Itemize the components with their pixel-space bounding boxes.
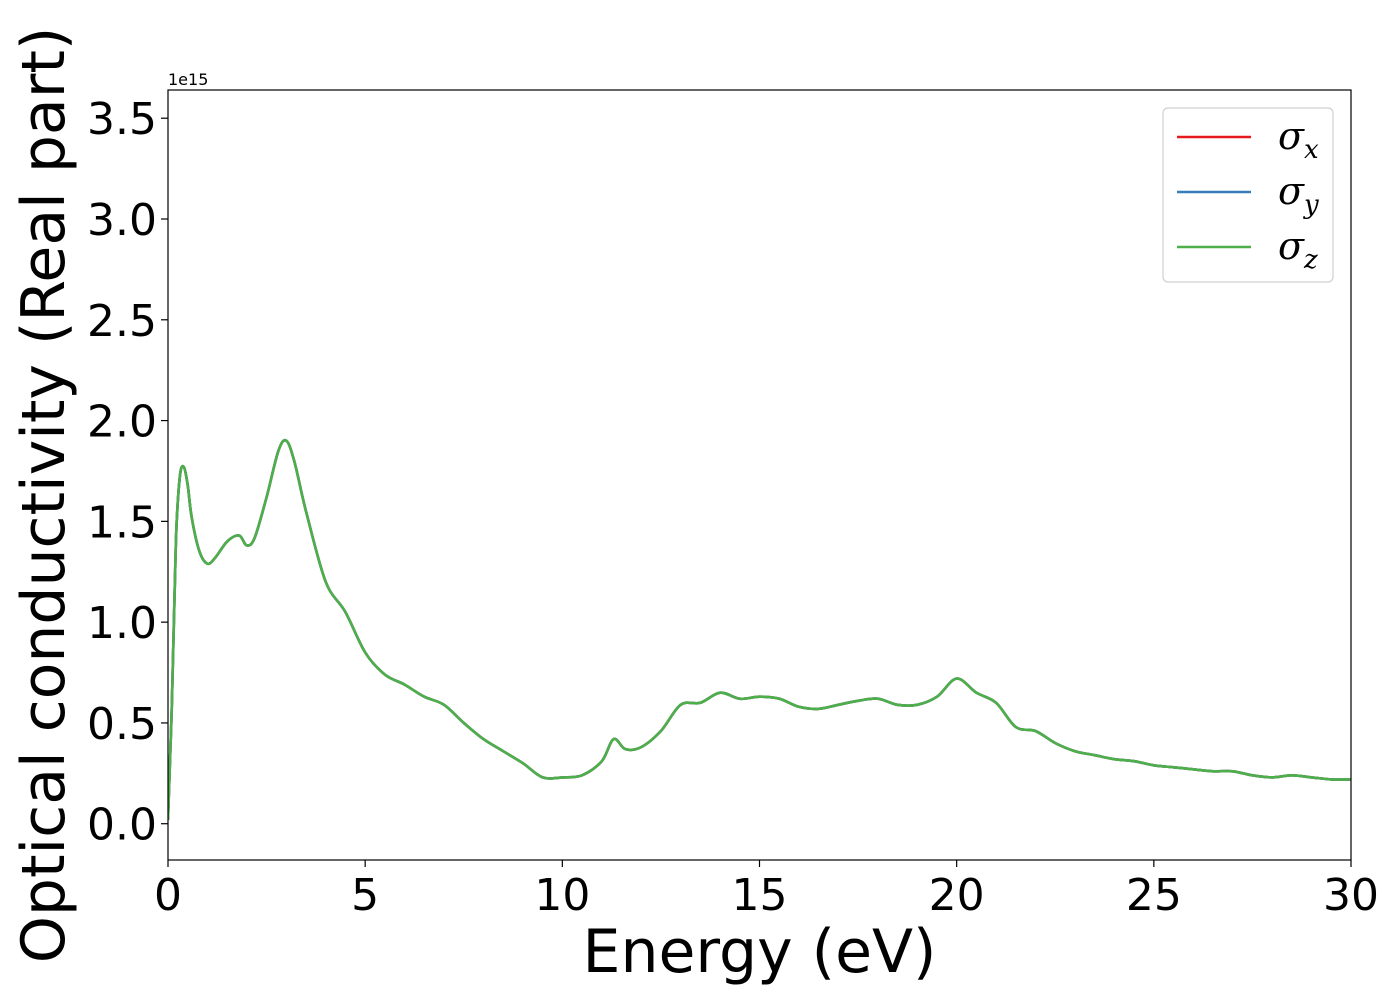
y-axis-label: Optical conductivity (Real part) — [9, 27, 79, 964]
y-tick-label: 1.0 — [87, 598, 157, 649]
y-offset-label: 1e15 — [168, 70, 208, 89]
legend-label-x: σx — [1278, 114, 1319, 165]
y-tick-label: 1.5 — [87, 497, 157, 548]
x-tick-label: 25 — [1126, 870, 1182, 921]
x-axis-label: Energy (eV) — [583, 917, 937, 987]
y-tick-label: 0.0 — [87, 800, 157, 851]
x-axis: 0 5 10 15 20 25 30 — [154, 860, 1379, 921]
x-tick-label: 0 — [154, 870, 182, 921]
x-tick-label: 30 — [1323, 870, 1379, 921]
x-tick-label: 15 — [732, 870, 788, 921]
y-axis: 0.0 0.5 1.0 1.5 2.0 2.5 3.0 3.5 — [87, 94, 168, 851]
series-layer — [168, 438, 1351, 820]
y-tick-label: 0.5 — [87, 699, 157, 750]
y-tick-label: 3.0 — [87, 195, 157, 246]
series-line-y — [168, 438, 1351, 820]
y-tick-label: 3.5 — [87, 94, 157, 145]
series-line-x — [168, 438, 1351, 820]
x-tick-label: 20 — [929, 870, 985, 921]
x-tick-label: 10 — [534, 870, 590, 921]
legend-label-z: σz — [1278, 224, 1318, 275]
series-line-z — [168, 438, 1351, 820]
x-tick-label: 5 — [351, 870, 379, 921]
y-tick-label: 2.5 — [87, 296, 157, 347]
legend-box — [1162, 107, 1334, 283]
y-tick-label: 2.0 — [87, 397, 157, 448]
legend-label-y: σy — [1278, 169, 1319, 220]
